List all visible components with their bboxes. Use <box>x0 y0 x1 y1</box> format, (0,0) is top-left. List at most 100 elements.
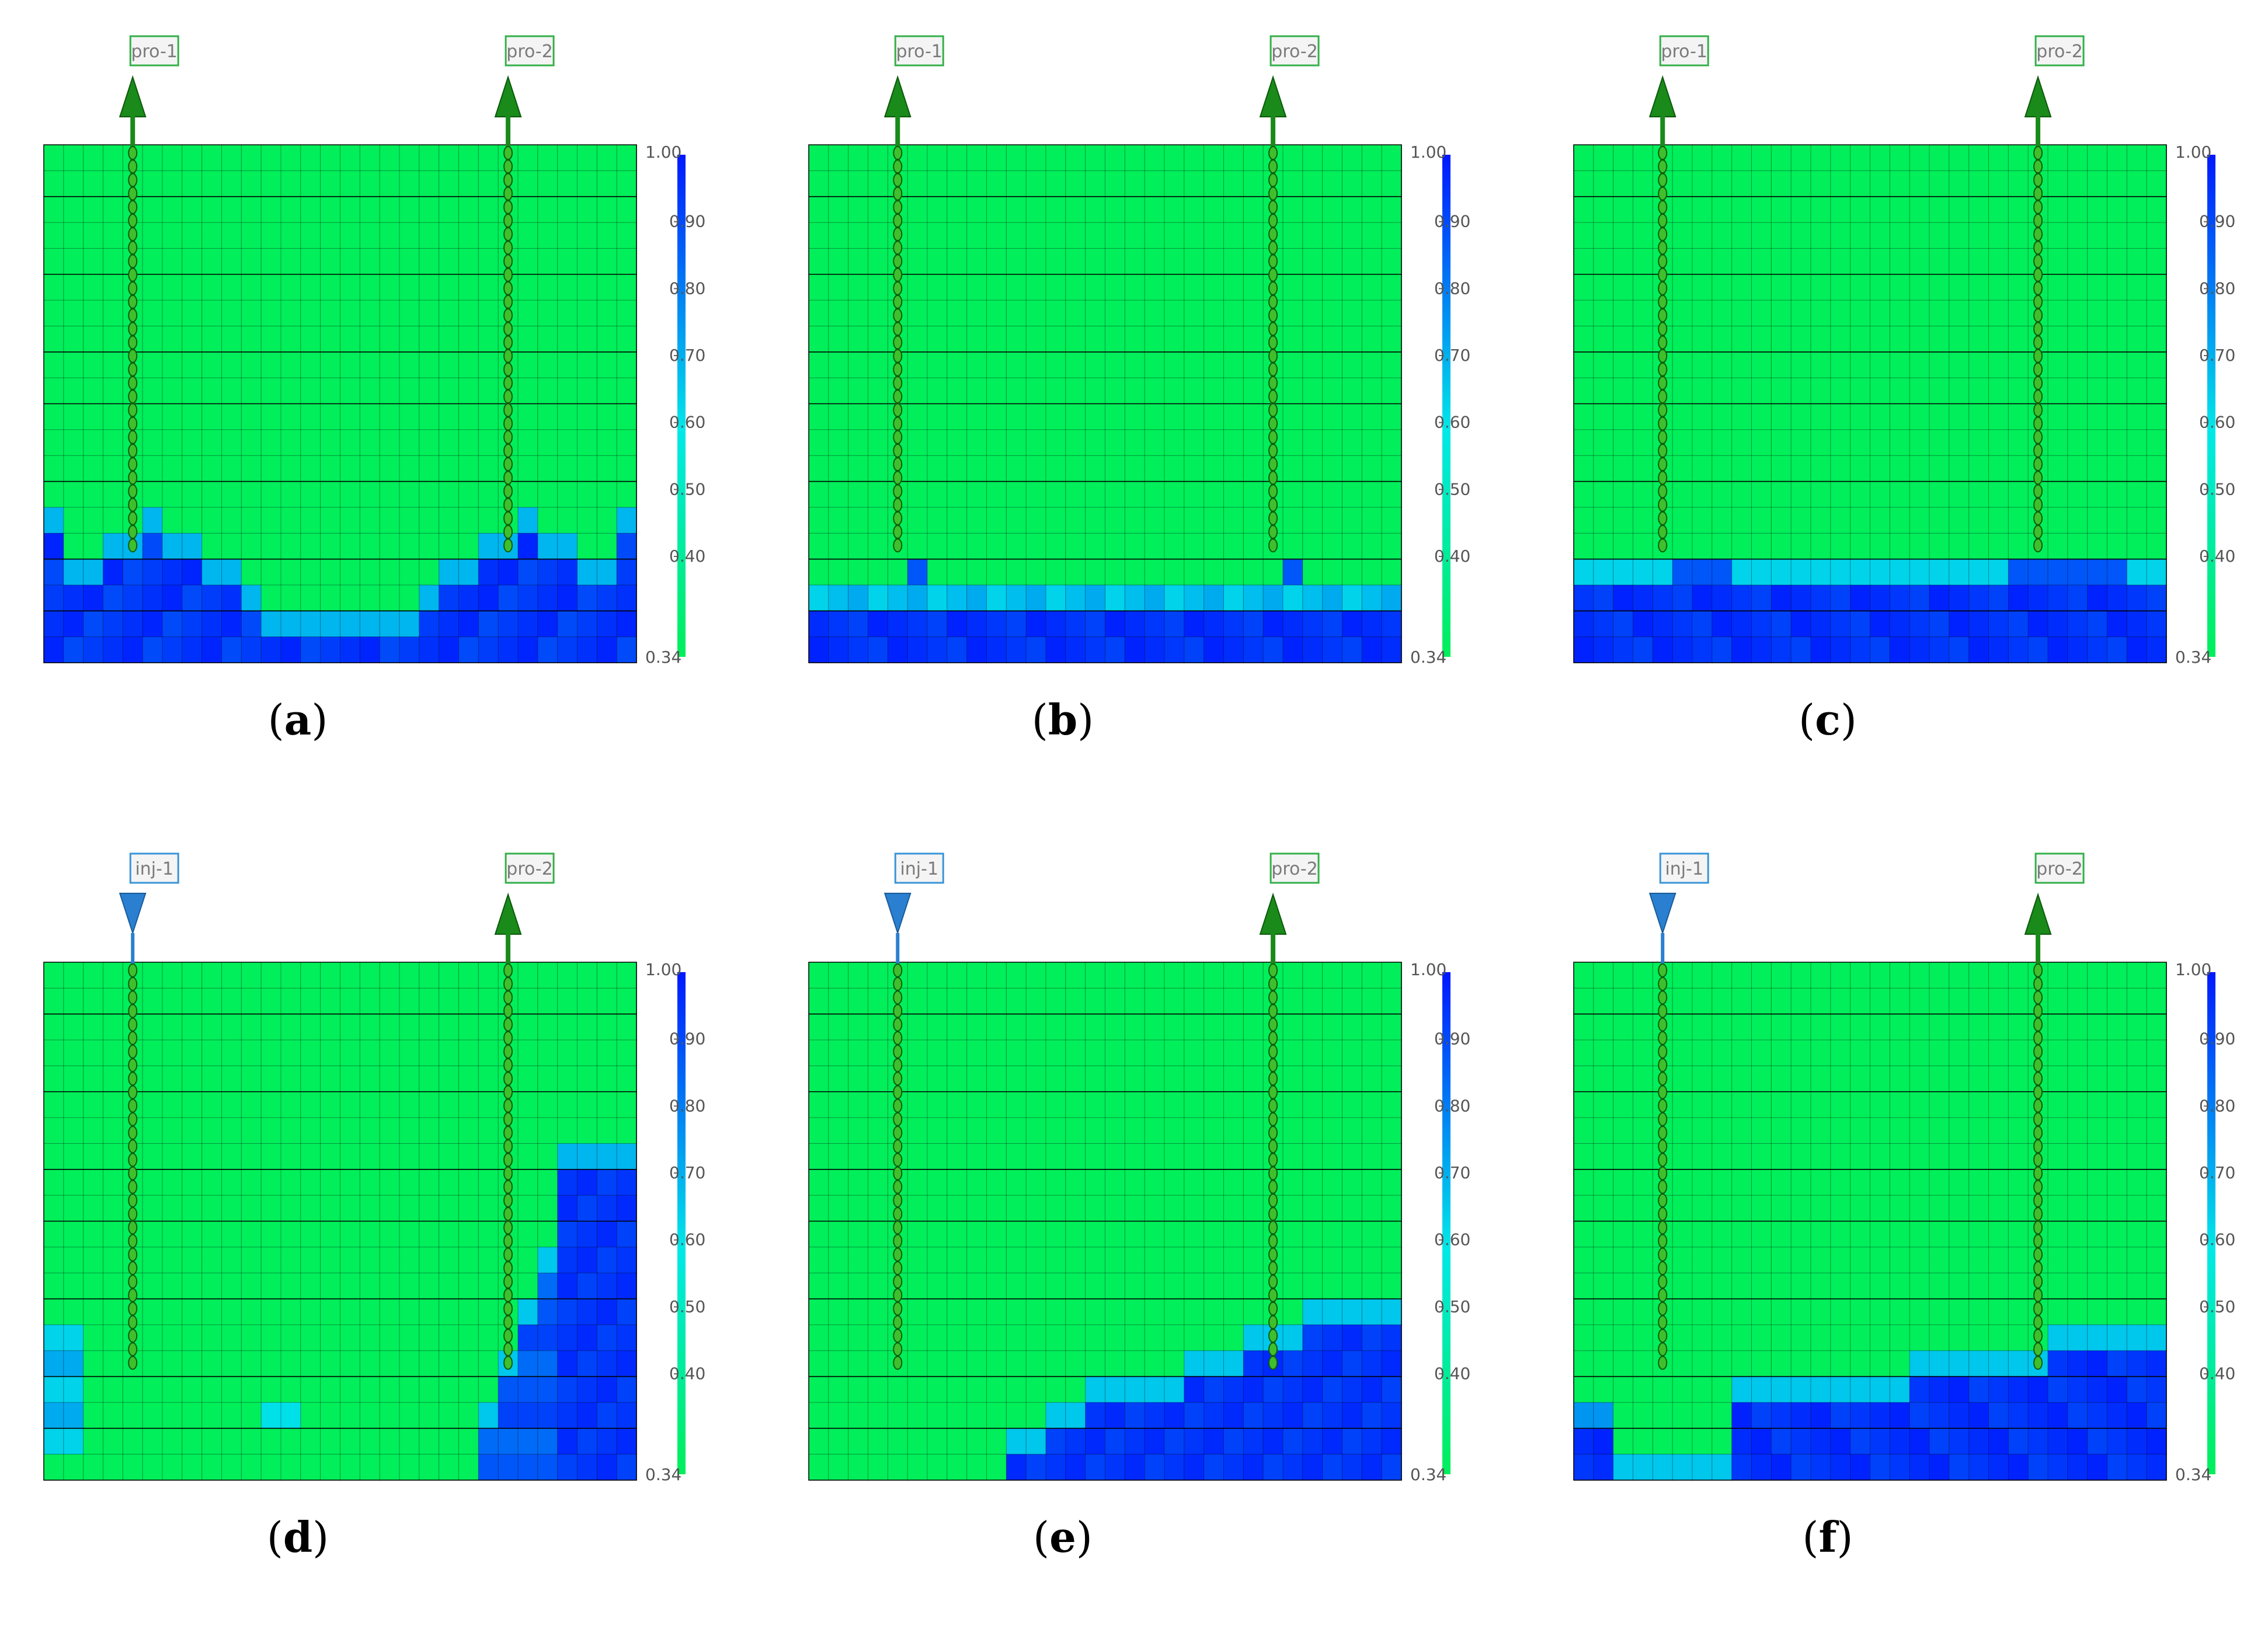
grid-cell <box>142 170 164 197</box>
grid-cell <box>537 1195 558 1222</box>
grid-cell <box>2107 1091 2128 1119</box>
grid-cell <box>828 248 849 275</box>
grid-cell <box>1144 274 1166 301</box>
grid-cell <box>616 481 637 508</box>
grid-cell <box>907 1247 928 1274</box>
grid-cell <box>379 1454 401 1481</box>
grid-cell <box>596 1428 618 1455</box>
grid-cell <box>1361 962 1383 989</box>
perforation-marker <box>893 457 903 472</box>
grid-cell <box>596 274 618 301</box>
grid-cell <box>868 429 889 457</box>
grid-cell <box>1988 1143 2009 1170</box>
colorbar-tick-label: 0.50 <box>1434 479 1470 499</box>
grid-cell <box>1751 429 1772 457</box>
grid-cell <box>1164 351 1185 379</box>
perforation-marker <box>128 1058 138 1073</box>
grid-cell <box>2047 1117 2068 1144</box>
grid-cell <box>1751 584 1772 612</box>
grid-cell <box>63 1350 84 1377</box>
perforation-marker <box>1658 1004 1668 1018</box>
grid-cell <box>1342 532 1363 560</box>
grid-cell <box>1573 1195 1594 1222</box>
grid-cell <box>907 532 928 560</box>
grid-cell <box>1203 1247 1225 1274</box>
grid-cell <box>557 351 578 379</box>
grid-cell <box>2008 1117 2029 1144</box>
grid-cell <box>1144 377 1166 405</box>
grid-cell <box>103 455 124 482</box>
perforation-marker <box>893 538 903 553</box>
perforation-marker <box>1268 471 1278 485</box>
perforation-marker <box>128 484 138 499</box>
perforation-marker <box>1658 159 1668 174</box>
grid-cell <box>1203 1324 1225 1352</box>
grid-cell <box>1672 222 1693 249</box>
perforation-marker <box>2033 471 2043 485</box>
colorbar-tick-label: 0.70 <box>1434 1163 1470 1182</box>
grid-cell <box>1988 1091 2009 1119</box>
grid-cell <box>1164 196 1185 224</box>
grid-cell <box>927 610 948 638</box>
grid-cell <box>808 377 829 405</box>
grid-cell <box>399 1428 420 1455</box>
grid-cell <box>1006 1117 1027 1144</box>
grid-cell <box>1850 507 1871 534</box>
grid-cell <box>848 610 869 638</box>
grid-cell <box>359 196 381 224</box>
grid-cell <box>986 636 1007 664</box>
grid-cell <box>1790 987 1811 1015</box>
grid-cell <box>1949 274 1970 301</box>
grid-cell <box>1830 636 1851 664</box>
grid-cell <box>1770 1169 1792 1196</box>
grid-cell <box>2008 325 2029 353</box>
grid-cell <box>868 377 889 405</box>
grid-cell <box>142 1169 164 1196</box>
grid-cell <box>419 1065 440 1092</box>
grid-cell <box>517 1195 538 1222</box>
grid-cell <box>241 170 262 197</box>
perforation-marker <box>1658 241 1668 255</box>
grid-cell <box>2067 325 2088 353</box>
perforation-marker <box>128 471 138 485</box>
grid-cell <box>300 507 321 534</box>
grid-cell <box>201 196 222 224</box>
grid-cell <box>1770 610 1792 638</box>
grid-cell <box>1085 507 1106 534</box>
grid-cell <box>1223 1169 1244 1196</box>
grid-cell <box>1381 1091 1402 1119</box>
grid-cell <box>1672 144 1693 172</box>
grid-cell <box>1770 1221 1792 1248</box>
grid-cell <box>947 559 968 586</box>
grid-cell <box>1613 1065 1634 1092</box>
grid-cell <box>340 1195 361 1222</box>
grid-cell <box>300 987 321 1015</box>
grid-cell <box>1633 1299 1654 1325</box>
grid-cell <box>808 1428 829 1455</box>
grid-cell <box>260 403 281 430</box>
grid-cell <box>1929 559 1950 586</box>
grid-cell <box>1085 196 1106 224</box>
grid-cell <box>1223 144 1244 172</box>
grid-cell <box>808 429 829 457</box>
grid-cell <box>2087 1117 2108 1144</box>
grid-cell <box>182 1454 203 1481</box>
grid-cell <box>2087 1350 2108 1377</box>
grid-cell <box>1692 1402 1713 1429</box>
grid-cell <box>616 1350 637 1377</box>
grid-cell <box>1573 248 1594 275</box>
grid-cell <box>577 170 598 197</box>
grid-cell <box>1381 196 1402 224</box>
grid-cell <box>2107 377 2128 405</box>
grid-cell <box>478 377 499 405</box>
grid-cell <box>260 1221 281 1248</box>
grid-cell <box>947 610 968 638</box>
grid-cell <box>1302 1454 1323 1481</box>
grid-cell <box>439 1091 460 1119</box>
grid-cell <box>1909 1402 1930 1429</box>
perforation-marker <box>1268 1193 1278 1207</box>
grid-cell <box>2067 403 2088 430</box>
grid-cell <box>828 377 849 405</box>
grid-cell <box>103 300 124 327</box>
grid-cell <box>1302 429 1323 457</box>
